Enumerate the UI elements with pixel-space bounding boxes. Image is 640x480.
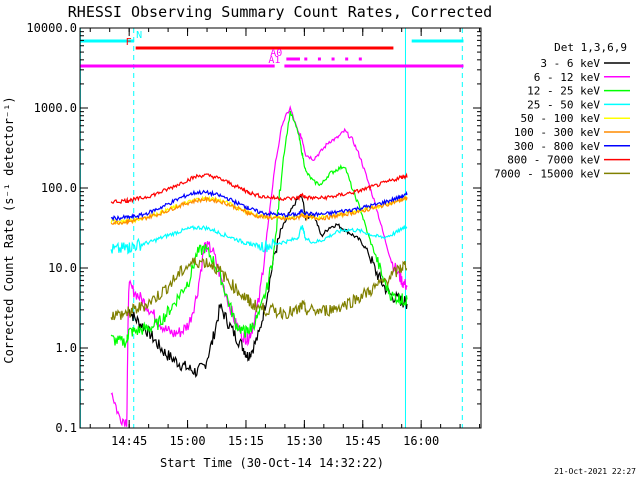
state-bar-a0-dot-0	[304, 57, 308, 61]
state-bar-label-a0: A0	[270, 48, 282, 59]
y-tick-label-3: 100.0	[41, 181, 77, 195]
legend-label-7000-15000-kev: 7000 - 15000 keV	[494, 167, 600, 180]
x-tick-label-0: 14:45	[111, 434, 147, 448]
y-tick-label-5: 10000.0	[26, 21, 77, 35]
y-tick-label-1: 1.0	[55, 341, 77, 355]
y-tick-label-4: 1000.0	[34, 101, 77, 115]
series-line-12-25-kev	[110, 110, 408, 348]
state-bar-a0-dot-2	[331, 57, 335, 61]
state-bar-a0-dot-1	[317, 57, 321, 61]
state-bar-label-n: N	[136, 30, 142, 41]
series-line-7000-15000-kev	[110, 257, 408, 321]
x-axis-label: Start Time (30-Oct-14 14:32:22)	[160, 456, 384, 470]
x-tick-label-5: 16:00	[403, 434, 439, 448]
legend-label-3-6-kev: 3 - 6 keV	[540, 57, 600, 70]
legend-label-300-800-kev: 300 - 800 keV	[514, 140, 600, 153]
legend-label-800-7000-kev: 800 - 7000 keV	[507, 154, 600, 167]
x-tick-label-3: 15:30	[286, 434, 322, 448]
y-tick-label-0: 0.1	[55, 421, 77, 435]
state-bar-a0-dot-4	[358, 57, 362, 61]
series-line-6-12-kev	[110, 104, 408, 427]
state-bar-label-a1: A1	[268, 55, 280, 66]
legend-label-100-300-kev: 100 - 300 keV	[514, 126, 600, 139]
series-line-300-800-kev	[110, 189, 408, 222]
x-tick-label-1: 15:00	[170, 434, 206, 448]
legend-label-6-12-kev: 6 - 12 keV	[534, 71, 601, 84]
legend-label-12-25-kev: 12 - 25 keV	[527, 85, 600, 98]
state-bar-label-f: F	[126, 37, 132, 48]
series-line-800-7000-kev	[110, 172, 408, 204]
chart-title: RHESSI Observing Summary Count Rates, Co…	[68, 3, 492, 21]
legend-label-25-50-kev: 25 - 50 keV	[527, 98, 600, 111]
series-line-25-50-kev	[110, 224, 408, 255]
x-tick-label-4: 15:45	[345, 434, 381, 448]
series-line-3-6-kev	[128, 193, 408, 379]
y-axis-label: Corrected Count Rate (s⁻¹ detector⁻¹)	[2, 96, 16, 363]
state-bar-a0-dot-3	[345, 57, 349, 61]
legend-title: Det 1,3,6,9	[554, 41, 627, 54]
y-tick-label-2: 10.0	[48, 261, 77, 275]
plot-frame	[79, 27, 482, 429]
x-tick-label-2: 15:15	[228, 434, 264, 448]
legend-label-50-100-kev: 50 - 100 keV	[521, 112, 601, 125]
footer-timestamp: 21-Oct-2021 22:27	[554, 467, 636, 476]
